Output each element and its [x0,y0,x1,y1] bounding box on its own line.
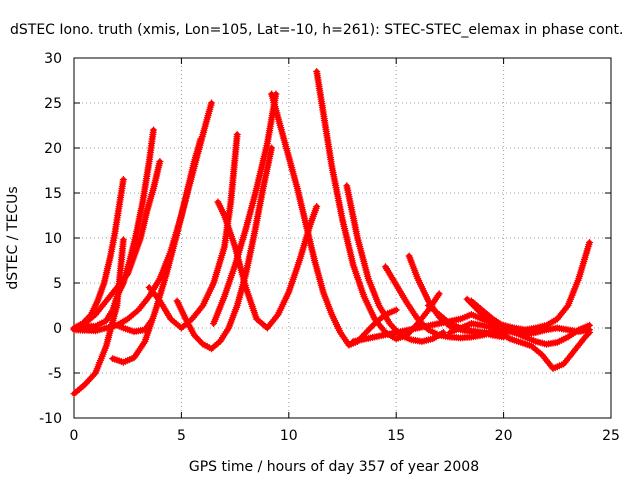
series-21 [424,302,508,341]
data-point [437,312,445,320]
y-tick-label: 30 [44,51,62,67]
data-point [473,302,481,309]
data-point [87,374,95,382]
y-tick-label: -5 [48,366,62,382]
data-point [586,239,593,246]
data-point [500,333,508,341]
data-point [563,303,571,311]
series-11 [210,90,280,327]
x-axis-label: GPS time / hours of day 357 of year 2008 [189,459,479,475]
data-point [586,326,593,334]
y-tick-label: 15 [44,186,62,202]
data-point [369,321,377,329]
data-point [463,295,471,303]
y-axis-label: dSTEC / TECUs [5,186,21,289]
x-tick-label: 5 [177,428,186,444]
data-point [417,318,425,326]
series-7 [109,317,155,336]
grid [74,58,611,418]
data-point [198,303,205,311]
y-tick-label: 5 [53,276,62,292]
data-point [156,158,164,165]
data-point [273,312,281,320]
y-tick-label: 25 [44,96,62,112]
data-point [197,135,205,143]
series-1 [70,176,127,332]
data-point [415,317,423,324]
data-point [167,315,175,323]
y-tick-label: -10 [39,411,62,427]
y-tick-label: 10 [44,231,62,247]
series-20 [446,320,593,338]
series-10 [214,198,321,332]
series-15 [382,263,497,342]
data-point [119,236,127,244]
data-point [119,176,127,183]
data-point [88,372,96,380]
data-point [84,377,92,385]
data-point [82,379,90,387]
data-point [85,376,93,384]
data-point [387,321,395,329]
y-tick-label: 20 [44,141,62,157]
x-tick-label: 10 [280,428,298,444]
data-series [70,68,593,398]
y-tick-label: 0 [53,321,62,337]
series-14 [343,182,447,345]
series-4 [70,236,127,398]
data-point [77,384,85,392]
series-13 [313,68,443,343]
chart-title: dSTEC Iono. truth (xmis, Lon=105, Lat=-1… [10,22,623,38]
data-point [313,203,321,210]
data-point [435,290,443,298]
y-axis: -10 -5 0 5 10 15 20 25 30 [39,51,611,427]
x-tick-label: 0 [70,428,79,444]
data-point [258,320,266,327]
data-point [414,315,422,323]
x-axis: 0 5 10 15 20 25 [70,58,620,444]
data-point [197,339,205,347]
data-point [147,317,155,325]
data-point [90,371,98,379]
data-point [392,306,400,314]
x-tick-label: 20 [495,428,513,444]
data-point [133,308,141,315]
data-point [386,320,394,327]
data-point [122,272,130,280]
data-point [233,131,241,138]
data-point [81,381,89,389]
x-tick-label: 25 [602,428,620,444]
data-point [150,126,157,134]
data-point [208,99,215,107]
data-point [389,323,397,331]
series-6 [109,135,205,366]
x-tick-label: 15 [387,428,405,444]
series-9 [173,144,276,353]
